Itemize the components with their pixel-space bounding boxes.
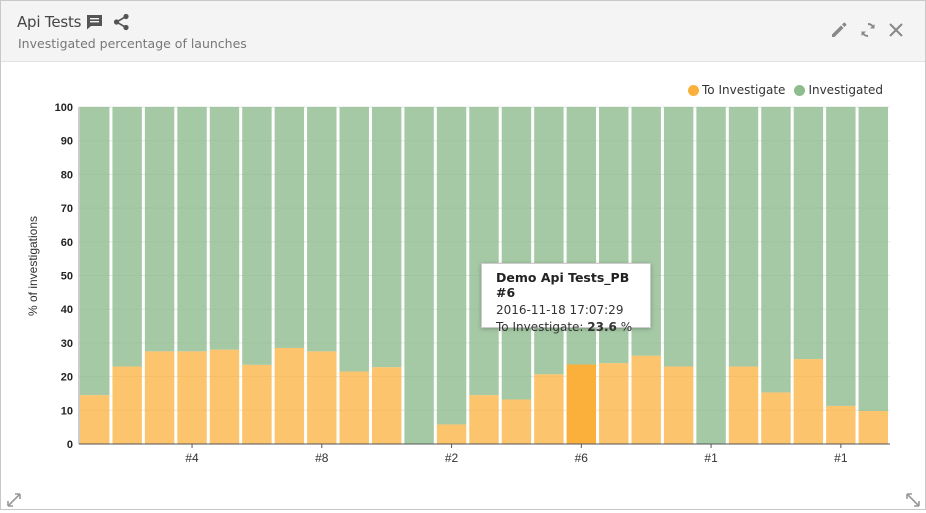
bar-investigated[interactable] <box>469 107 499 396</box>
y-tick-label: 0 <box>67 439 73 451</box>
bar-to-investigate[interactable] <box>371 367 402 444</box>
bar-to-investigate[interactable] <box>534 374 564 444</box>
tooltip-title: Demo Api Tests_PB #6 <box>496 270 630 300</box>
bar-investigated[interactable] <box>112 107 142 367</box>
y-tick-label: 10 <box>61 405 73 417</box>
y-tick-label: 100 <box>55 102 73 114</box>
y-tick-label: 30 <box>61 338 73 350</box>
y-tick-label: 40 <box>61 304 73 316</box>
bar-to-investigate[interactable] <box>274 347 305 444</box>
x-tick-label: #1 <box>834 451 848 465</box>
bar-to-investigate[interactable] <box>469 395 499 444</box>
bar-investigated[interactable] <box>144 107 175 352</box>
legend-label-investigated[interactable]: Investigated <box>808 83 884 97</box>
bar-investigated[interactable] <box>80 107 110 396</box>
bar-investigated[interactable] <box>209 107 240 350</box>
y-tick-label: 70 <box>61 203 73 215</box>
bar-to-investigate[interactable] <box>144 351 175 444</box>
y-tick-label: 20 <box>61 372 73 384</box>
bar-to-investigate[interactable] <box>339 371 369 444</box>
bar-to-investigate[interactable] <box>80 395 110 444</box>
bar-investigated[interactable] <box>307 107 337 352</box>
expand-icon[interactable] <box>6 492 22 513</box>
y-axis-label: % of investigations <box>26 216 40 316</box>
bar-to-investigate[interactable] <box>761 392 791 444</box>
bar-to-investigate[interactable] <box>112 366 142 444</box>
tooltip-label: To Investigate: <box>496 320 584 334</box>
bar-investigated[interactable] <box>339 107 369 372</box>
bar-investigated[interactable] <box>793 107 824 360</box>
bar-investigated[interactable] <box>534 107 564 375</box>
bar-to-investigate[interactable] <box>631 355 661 444</box>
bar-to-investigate[interactable] <box>793 359 824 444</box>
bar-investigated[interactable] <box>858 107 888 411</box>
y-tick-label: 50 <box>61 271 73 283</box>
bar-to-investigate[interactable] <box>307 351 337 444</box>
chart-tooltip: Demo Api Tests_PB #6 2016-11-18 17:07:29… <box>481 263 651 334</box>
bar-investigated[interactable] <box>761 107 791 393</box>
bar-to-investigate[interactable] <box>177 351 207 444</box>
tooltip-value: 23.6 <box>587 320 617 334</box>
tooltip-value-line: To Investigate: 23.6 % <box>496 320 650 334</box>
y-tick-label: 80 <box>61 169 73 181</box>
chart-canvas: 0 10 20 30 40 50 60 70 80 90 100 #4 #8 #2 #6 #1 #1 % of … <box>26 102 890 465</box>
bar-investigated[interactable] <box>371 107 402 368</box>
close-icon[interactable] <box>888 22 904 43</box>
bar-to-investigate[interactable] <box>566 364 597 444</box>
x-tick-label: #8 <box>315 451 329 465</box>
share-icon[interactable] <box>113 13 130 36</box>
comment-icon[interactable] <box>86 14 103 35</box>
legend-swatch-investigated <box>794 84 806 96</box>
chart-axes: 0 10 20 30 40 50 60 70 80 90 100 #4 #8 #2 #6 #1 #1 <box>55 102 890 465</box>
bar-investigated[interactable] <box>696 107 726 444</box>
bar-investigated[interactable] <box>663 107 694 367</box>
bar-investigated[interactable] <box>242 107 272 365</box>
resize-icon[interactable] <box>905 492 921 513</box>
bar-to-investigate[interactable] <box>209 349 240 444</box>
widget-subtitle: Investigated percentage of launches <box>18 36 247 51</box>
bar-to-investigate[interactable] <box>436 424 467 444</box>
x-tick-label: #2 <box>445 451 459 465</box>
x-tick-label: #1 <box>704 451 718 465</box>
bar-investigated[interactable] <box>826 107 856 406</box>
bar-investigated[interactable] <box>501 107 532 400</box>
x-tick-label: #4 <box>185 451 199 465</box>
bar-investigated[interactable] <box>274 107 305 348</box>
tooltip-date: 2016-11-18 17:07:29 <box>496 303 624 317</box>
bar-investigated[interactable] <box>436 107 467 425</box>
bar-to-investigate[interactable] <box>599 363 629 444</box>
bar-to-investigate[interactable] <box>242 364 272 444</box>
bar-to-investigate[interactable] <box>858 410 888 444</box>
bar-to-investigate[interactable] <box>826 405 856 444</box>
bar-to-investigate[interactable] <box>663 366 694 444</box>
edit-icon[interactable] <box>830 21 848 44</box>
x-tick-label: #6 <box>575 451 589 465</box>
bar-investigated[interactable] <box>728 107 759 367</box>
legend-label-to-investigate[interactable]: To Investigate <box>702 83 786 97</box>
bar-to-investigate[interactable] <box>501 399 532 444</box>
widget-title: Api Tests <box>17 13 82 31</box>
bar-to-investigate[interactable] <box>728 366 759 444</box>
tooltip-unit: % <box>620 320 633 334</box>
y-tick-label: 60 <box>61 237 73 249</box>
bar-investigated[interactable] <box>404 107 434 444</box>
chart-legend: To Investigate Investigated <box>688 83 883 97</box>
widget-header: Api Tests Investigated percentage of lau… <box>1 1 925 62</box>
legend-swatch-to-investigate <box>688 84 699 96</box>
y-tick-label: 90 <box>61 136 73 148</box>
bar-investigated[interactable] <box>177 107 207 352</box>
refresh-icon[interactable] <box>859 21 877 44</box>
